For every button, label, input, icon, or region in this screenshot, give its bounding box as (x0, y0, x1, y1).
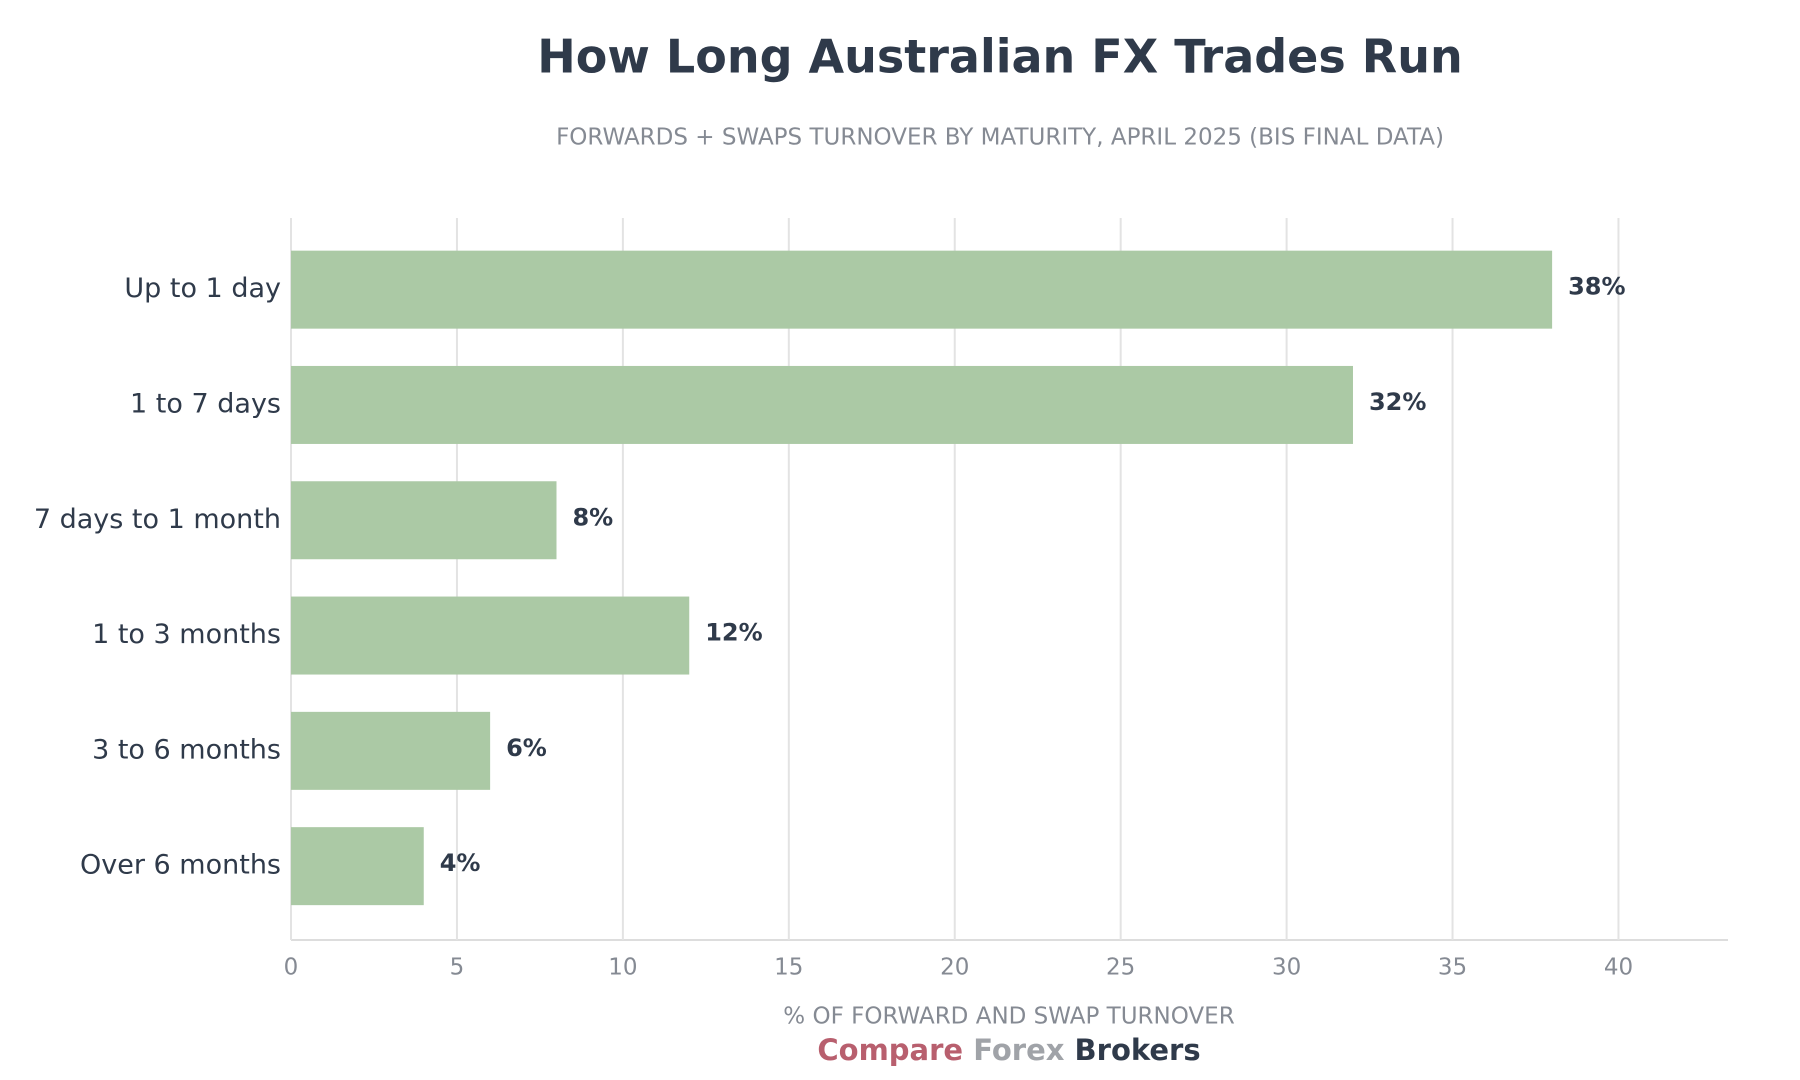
y-tick-label: 7 days to 1 month (34, 504, 281, 535)
value-label: 32% (1369, 388, 1426, 416)
bar (291, 711, 491, 790)
x-tick-label: 20 (940, 955, 969, 981)
bar (291, 481, 557, 560)
bar (291, 250, 1553, 329)
value-label: 12% (705, 619, 762, 647)
x-tick-label: 25 (1106, 955, 1135, 981)
x-tick-label: 35 (1438, 955, 1467, 981)
chart-title: How Long Australian FX Trades Run (537, 30, 1462, 84)
value-label: 6% (506, 734, 547, 762)
y-tick-label: 1 to 7 days (130, 388, 281, 419)
value-label: 4% (440, 849, 481, 877)
value-label: 8% (572, 503, 613, 531)
brand-logo: Compare Forex Brokers (817, 1033, 1200, 1067)
x-tick-label: 15 (774, 955, 803, 981)
x-tick-label: 5 (450, 955, 465, 981)
bar (291, 596, 690, 675)
x-tick-label: 0 (284, 955, 299, 981)
y-tick-label: Over 6 months (80, 850, 281, 881)
y-tick-label: 1 to 3 months (92, 619, 281, 650)
x-tick-label: 40 (1604, 955, 1633, 981)
y-tick-label: Up to 1 day (124, 273, 281, 304)
value-label: 38% (1568, 273, 1625, 301)
bar (291, 827, 424, 906)
brand-part: Compare (817, 1033, 963, 1067)
x-tick-label: 10 (608, 955, 637, 981)
brand-part: Forex (973, 1033, 1065, 1067)
x-tick-label: 30 (1272, 955, 1301, 981)
brand-part: Brokers (1075, 1033, 1201, 1067)
chart-subtitle: FORWARDS + SWAPS TURNOVER BY MATURITY, A… (556, 125, 1444, 151)
bar (291, 365, 1353, 444)
y-tick-label: 3 to 6 months (92, 734, 281, 765)
x-axis-label: % OF FORWARD AND SWAP TURNOVER (783, 1004, 1234, 1030)
